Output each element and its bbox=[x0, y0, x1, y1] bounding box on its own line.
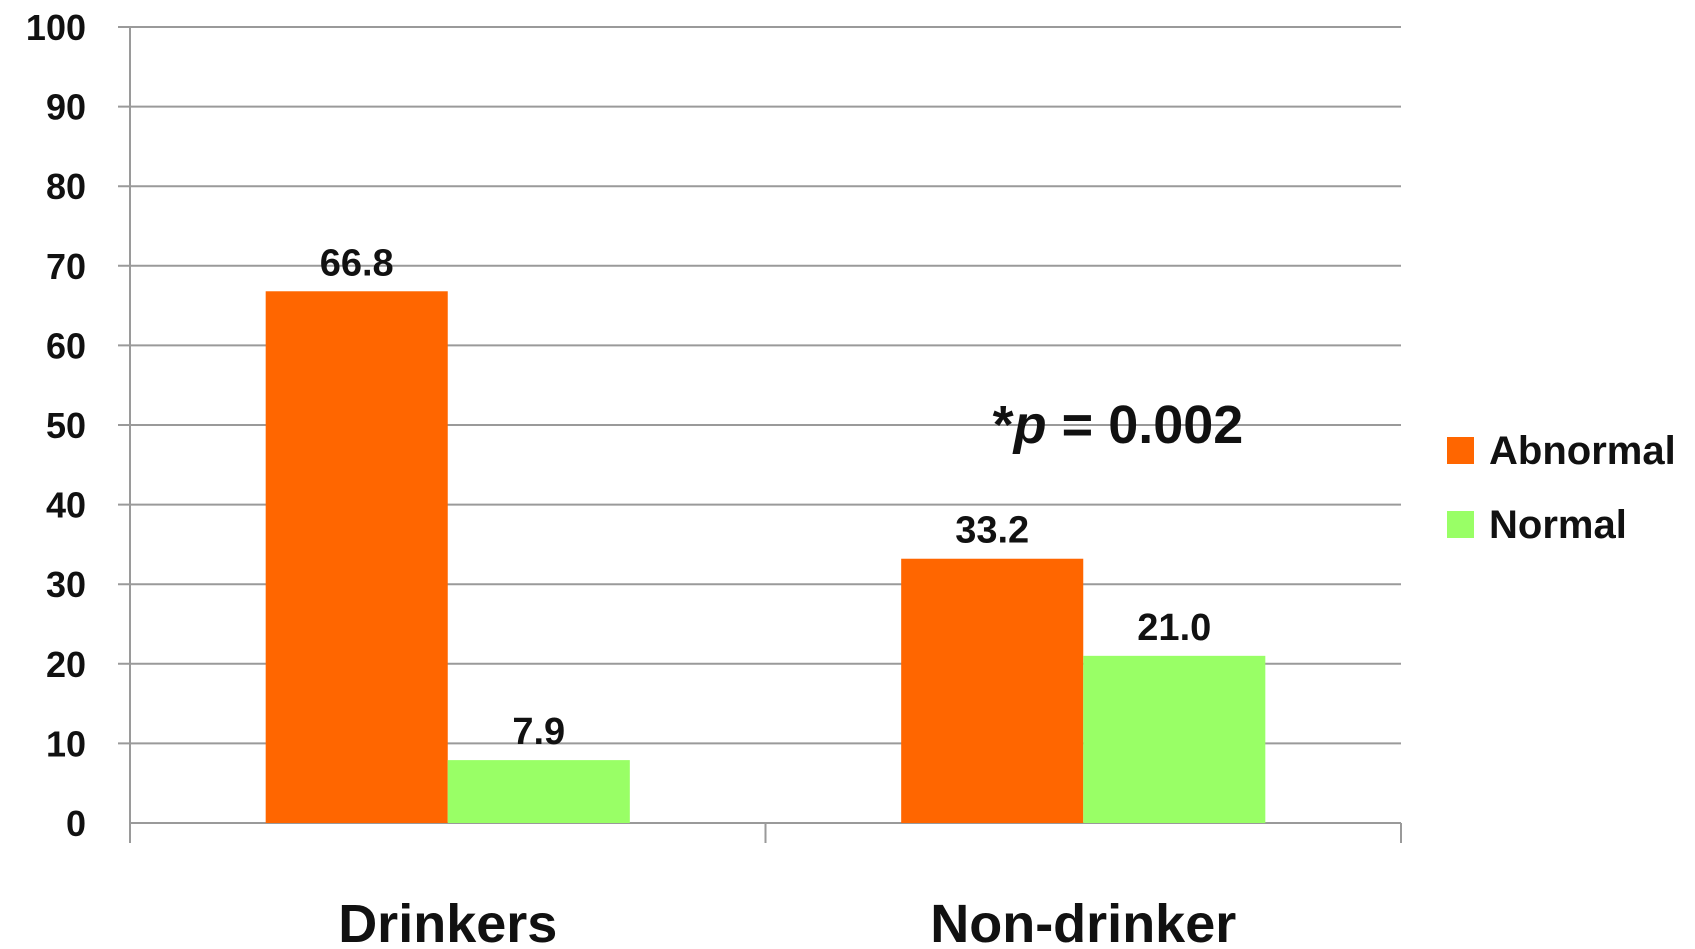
bar-abnormal-drinkers bbox=[265, 291, 448, 824]
data-label: 33.2 bbox=[955, 510, 1029, 552]
y-tick-label: 60 bbox=[46, 325, 86, 366]
bar-normal-non-drinker bbox=[1083, 655, 1266, 823]
p-value-annotation: *p = 0.002 bbox=[993, 395, 1244, 455]
y-tick-label: 20 bbox=[46, 644, 86, 685]
x-axis-categories: Drinkers Non-drinker bbox=[338, 894, 1236, 949]
y-tick-label: 40 bbox=[46, 485, 86, 526]
data-labels: 66.8 7.9 33.2 21.0 bbox=[320, 242, 1212, 753]
legend-label: Normal bbox=[1489, 503, 1627, 547]
data-label: 66.8 bbox=[320, 242, 394, 284]
y-tick-label: 30 bbox=[46, 564, 86, 605]
legend-swatch bbox=[1447, 511, 1474, 538]
legend-swatch bbox=[1447, 437, 1474, 464]
y-tick-label: 90 bbox=[46, 87, 86, 128]
y-tick-label: 80 bbox=[46, 166, 86, 207]
legend: Abnormal Normal bbox=[1447, 429, 1676, 547]
y-tick-label: 70 bbox=[46, 246, 86, 287]
data-label: 21.0 bbox=[1137, 607, 1211, 649]
y-axis-ticks: 0 10 20 30 40 50 60 70 80 90 100 bbox=[26, 7, 86, 844]
category-label: Drinkers bbox=[338, 894, 557, 949]
y-tick-label: 10 bbox=[46, 723, 86, 764]
category-label: Non-drinker bbox=[930, 894, 1236, 949]
y-tick-label: 50 bbox=[46, 405, 86, 446]
y-tick-label: 100 bbox=[26, 7, 86, 48]
bars bbox=[265, 291, 1266, 824]
bar-normal-drinkers bbox=[447, 760, 630, 823]
y-tick-label: 0 bbox=[66, 803, 86, 844]
legend-label: Abnormal bbox=[1489, 429, 1676, 473]
data-label: 7.9 bbox=[512, 711, 565, 753]
bar-abnormal-non-drinker bbox=[901, 558, 1084, 823]
